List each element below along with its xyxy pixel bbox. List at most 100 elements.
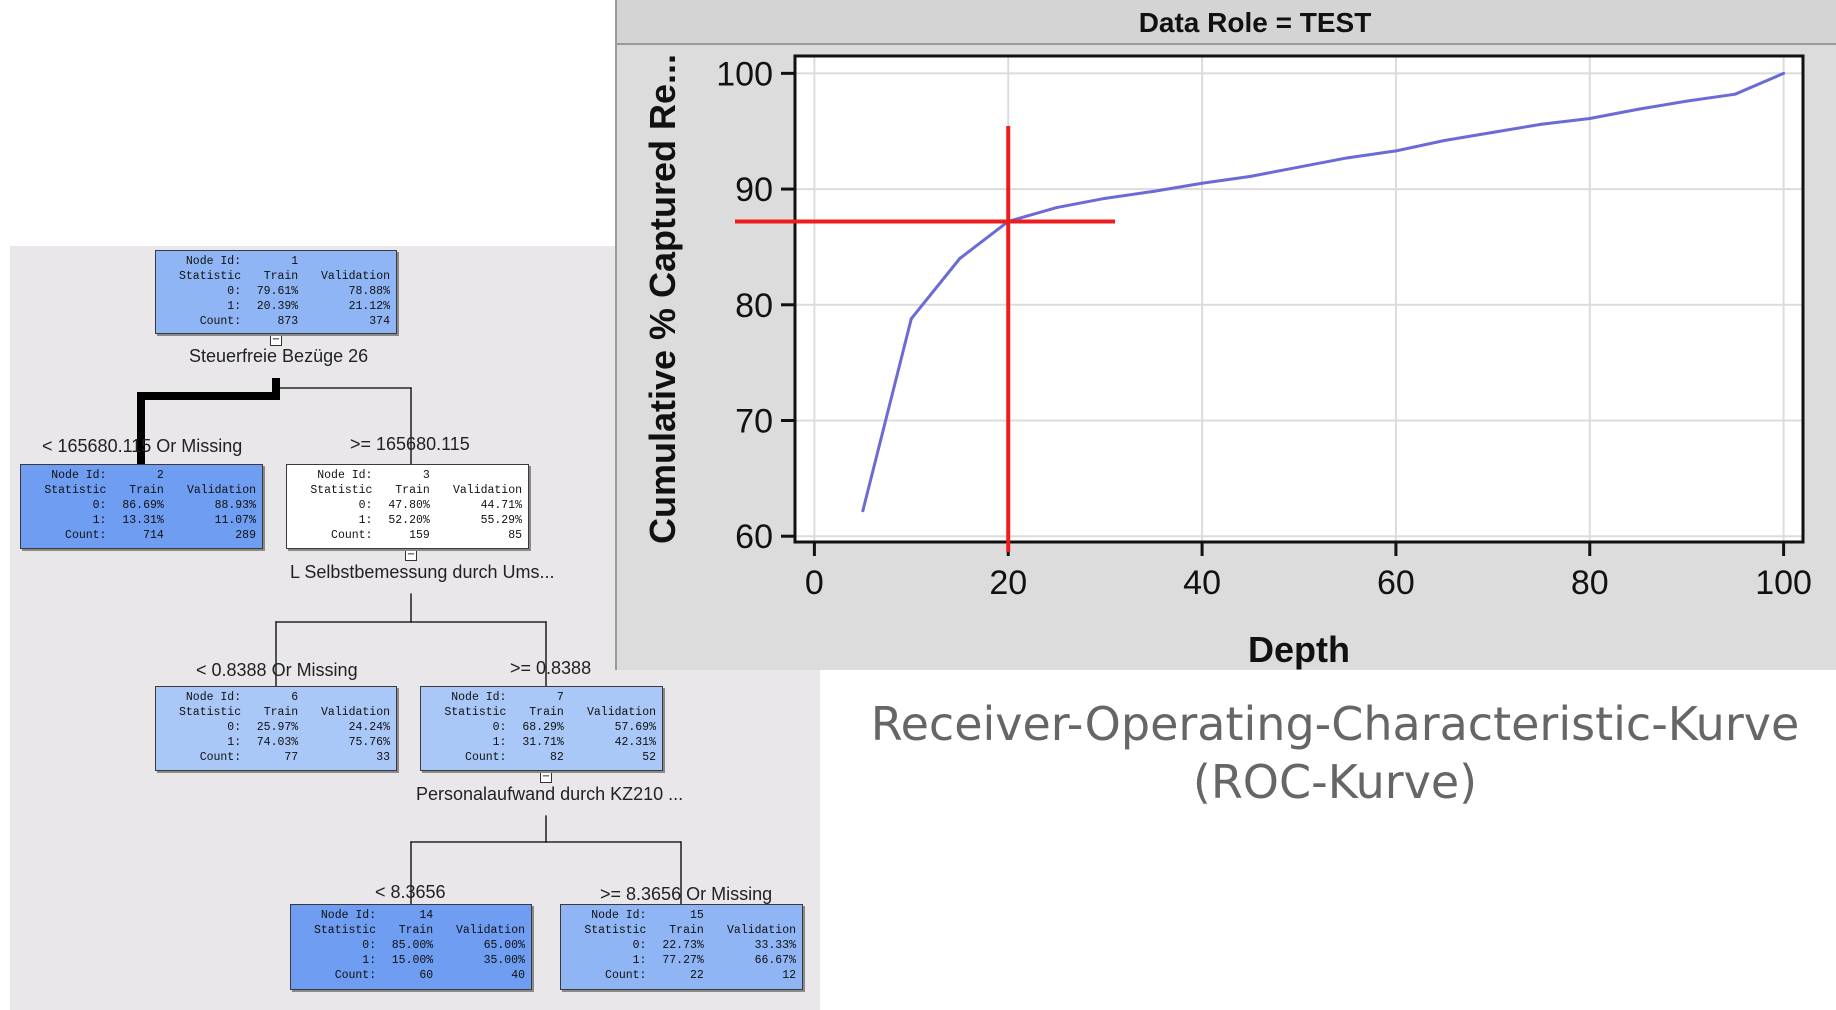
series-line-0 (861, 71, 1785, 512)
node-stat-cell: Validation (726, 924, 796, 937)
tree-node-15[interactable]: Node Id: 15 Statistic Train Validation 0: 22.7… (560, 904, 803, 990)
node-stat-cell: Node Id: (185, 691, 242, 704)
node-stat-cell: Train (263, 706, 299, 719)
node-stat-cell: 22.73% (662, 939, 704, 952)
node-stat-cell: 88.93% (214, 499, 256, 512)
collapse-toggle-icon[interactable]: − (405, 549, 417, 561)
data-point (1491, 130, 1495, 134)
node-stat-cell: Statistic (444, 706, 507, 719)
node-stats-row: Node Id: 15 (565, 908, 798, 923)
node-stat-cell: 57.69% (614, 721, 656, 734)
node-stat-cell: Train (263, 270, 299, 283)
node-stats-row: 1: 52.20% 55.29% (291, 513, 524, 528)
node-stat-cell (300, 254, 392, 269)
branch-condition-label: >= 0.8388 (510, 658, 592, 678)
node-stat-cell: 60 (419, 969, 434, 982)
node-stat-cell: 1: (227, 300, 242, 313)
node-stat-cell: 159 (409, 529, 430, 542)
node-stats-row: Statistic Train Validation (295, 923, 527, 938)
plot-frame (793, 54, 1805, 544)
node-stats-row: 0: 25.97% 24.24% (160, 720, 392, 735)
y-tick-label: 80 (735, 287, 773, 325)
node-stat-cell (300, 690, 392, 705)
node-stat-cell: 374 (369, 315, 390, 328)
node-stats-row: Count: 873 374 (160, 314, 392, 329)
chart-svg: Data Role = TEST 0 20 40 60 80 100 60 70 80 90 100 D… (615, 0, 1836, 670)
branch-condition-label: < 0.8388 Or Missing (196, 660, 358, 680)
tree-node-7[interactable]: Node Id: 7 Statistic Train Validation 0: 68.29… (420, 686, 663, 771)
node-stat-cell: 0: (632, 939, 647, 952)
node-stat-cell (435, 908, 527, 923)
node-stats-row: Node Id: 6 (160, 690, 392, 705)
node-stats-row: 0: 22.73% 33.33% (565, 938, 798, 953)
tree-node-2[interactable]: Node Id: 2 Statistic Train Validation 0: 86.69… (20, 464, 263, 549)
node-stat-cell: Statistic (44, 484, 107, 497)
data-point (1588, 116, 1592, 120)
x-tick-label: 20 (989, 564, 1027, 602)
node-stat-cell: Statistic (178, 270, 242, 283)
node-stat-cell: 20.39% (256, 300, 299, 313)
node-stat-cell: Validation (320, 706, 390, 719)
node-stat-cell: 85 (508, 529, 522, 542)
node-stat-cell: 0: (227, 285, 242, 298)
node-stat-cell: Statistic (584, 924, 647, 937)
node-stat-cell: 75.76% (348, 736, 390, 749)
tree-node-1[interactable]: Node Id: 1 Statistic Train Validation 0: 79.61… (155, 250, 397, 334)
split-variable-label: Personalaufwand durch KZ210 ... (416, 784, 684, 804)
data-point (1733, 92, 1737, 96)
node-stat-cell: 13.31% (122, 514, 164, 527)
y-tick-label: 70 (735, 403, 773, 441)
node-stat-cell: Count: (65, 529, 107, 542)
node-stat-cell: 74.03% (256, 736, 299, 749)
chart-title: Data Role = TEST (1139, 7, 1372, 38)
data-point (958, 257, 962, 260)
node-stat-cell: 15 (689, 909, 704, 922)
node-stats-table: Node Id: 7 Statistic Train Validation 0: 68.29… (425, 690, 658, 765)
node-stat-cell: 1: (492, 736, 507, 749)
node-stats-table: Node Id: 3 Statistic Train Validation 0: 47.80… (291, 468, 524, 543)
data-point (1539, 122, 1543, 126)
split-variable-label: L Selbstbemessung durch Ums... (290, 562, 555, 582)
branch-condition-label: < 8.3656 (375, 882, 446, 902)
node-stat-cell: 82 (549, 751, 564, 764)
roc-caption: Receiver-Operating-Characteristic-Kurve … (835, 695, 1835, 811)
x-tick-label: 40 (1183, 564, 1221, 602)
cumulative-captured-response-chart: Data Role = TEST 0 20 40 60 80 100 60 70 80 90 100 D… (615, 0, 1836, 670)
split-variable-label: Steuerfreie Bezüge 26 (189, 346, 369, 366)
x-tick-label: 60 (1377, 564, 1415, 602)
branch-condition-label: >= 165680.115 (350, 434, 470, 454)
collapse-toggle-icon[interactable]: − (270, 334, 282, 346)
node-stats-table: Node Id: 6 Statistic Train Validation 0: 25.97… (160, 690, 392, 765)
node-stats-row: 0: 47.80% 44.71% (291, 498, 524, 513)
collapse-toggle-icon[interactable]: − (540, 771, 552, 783)
node-stat-cell: 24.24% (348, 721, 390, 734)
node-stat-cell: 40 (511, 969, 525, 982)
node-stat-cell: 3 (422, 469, 430, 482)
node-stat-cell: 68.29% (522, 721, 564, 734)
node-stat-cell: Train (398, 924, 434, 937)
node-stat-cell: 52.20% (388, 514, 430, 527)
node-stats-table: Node Id: 1 Statistic Train Validation 0: 79.61… (160, 254, 392, 329)
node-stat-cell: 21.12% (348, 300, 390, 313)
node-stat-cell: Count: (605, 969, 647, 982)
data-point (861, 509, 865, 513)
roc-caption-line1: Receiver-Operating-Characteristic-Kurve (870, 697, 1800, 751)
node-stat-cell: 31.71% (522, 736, 564, 749)
node-stats-row: Node Id: 7 (425, 690, 658, 705)
tree-node-6[interactable]: Node Id: 6 Statistic Train Validation 0: 25.97… (155, 686, 397, 771)
node-stats-row: 1: 15.00% 35.00% (295, 953, 527, 968)
node-stat-cell: 1 (291, 255, 299, 268)
tree-node-3[interactable]: Node Id: 3 Statistic Train Validation 0: 47.80… (286, 464, 529, 549)
data-point (1394, 149, 1398, 153)
data-point (1636, 107, 1640, 111)
data-point (1103, 196, 1107, 200)
data-point (1685, 99, 1689, 103)
node-stats-row: Statistic Train Validation (25, 483, 258, 498)
node-stat-cell: Statistic (313, 924, 377, 937)
data-point (1152, 189, 1156, 193)
node-stat-cell (706, 908, 798, 923)
tree-node-14[interactable]: Node Id: 14 Statistic Train Validation 0: 85.0… (290, 904, 532, 990)
node-stats-row: Node Id: 3 (291, 468, 524, 483)
node-stat-cell (166, 468, 258, 483)
node-stat-cell: 78.88% (348, 285, 390, 298)
